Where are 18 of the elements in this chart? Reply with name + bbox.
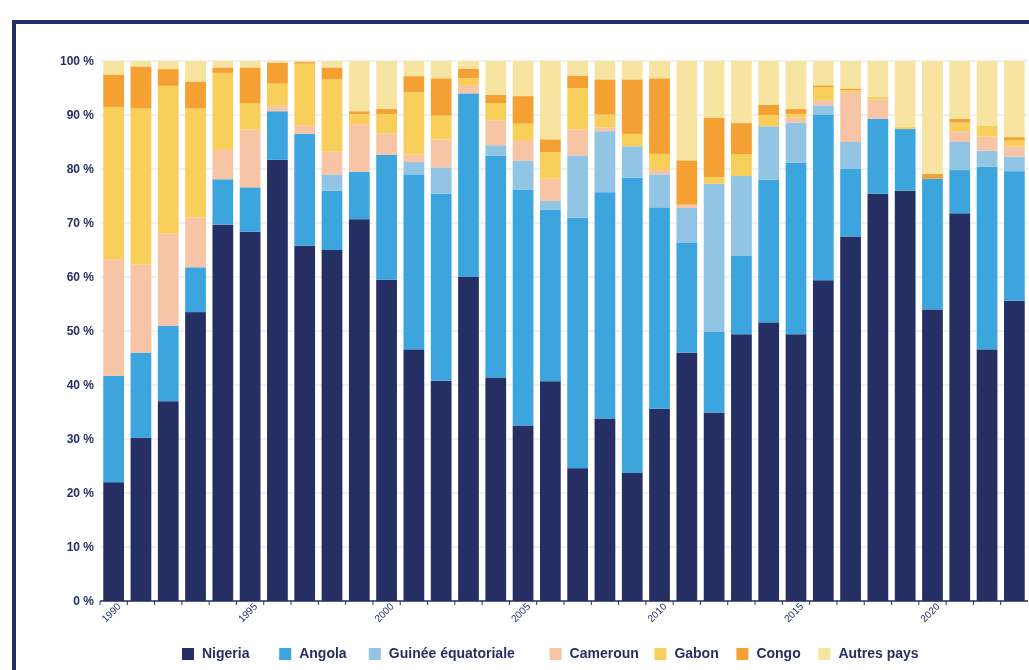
legend-label: Angola <box>299 645 347 661</box>
y-tick-label: 100 % <box>59 54 95 69</box>
legend-label: Gabon <box>674 645 719 661</box>
y-tick-label: 80 % <box>66 162 95 177</box>
legend-label: Guinée équatoriale <box>388 645 516 661</box>
legend-label: Congo <box>756 645 801 661</box>
y-tick-label: 90 % <box>66 108 95 123</box>
y-tick-label: 60 % <box>66 270 95 285</box>
y-tick-label: 50 % <box>66 324 95 339</box>
y-tick-label: 30 % <box>66 432 95 447</box>
y-tick-label: 70 % <box>66 216 95 231</box>
legend-label: Autres pays <box>838 645 919 661</box>
y-tick-label: 40 % <box>66 378 95 393</box>
y-tick-label: 10 % <box>66 540 95 555</box>
y-tick-label: 20 % <box>66 486 95 501</box>
legend-label: Nigeria <box>202 645 250 661</box>
legend-label: Cameroun <box>569 645 639 661</box>
y-tick-label: 0 % <box>73 594 95 609</box>
